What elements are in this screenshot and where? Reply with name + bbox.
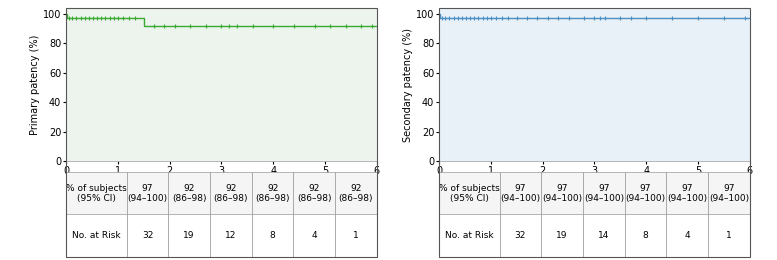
- Text: 19: 19: [556, 231, 568, 240]
- Bar: [252, 214, 294, 257]
- Bar: [625, 172, 667, 214]
- Text: A: A: [26, 0, 37, 2]
- X-axis label: Time (Years): Time (Years): [560, 177, 629, 187]
- Text: 97
(94–100): 97 (94–100): [542, 184, 582, 203]
- Bar: [583, 172, 625, 214]
- Text: 8: 8: [643, 231, 649, 240]
- Y-axis label: Secondary patency (%): Secondary patency (%): [403, 28, 413, 141]
- Text: 92
(86–98): 92 (86–98): [172, 184, 207, 203]
- Text: 97
(94–100): 97 (94–100): [127, 184, 168, 203]
- Text: 14: 14: [598, 231, 609, 240]
- Text: 92
(86–98): 92 (86–98): [256, 184, 290, 203]
- Bar: [294, 172, 335, 214]
- Bar: [667, 214, 708, 257]
- Bar: [127, 214, 169, 257]
- Bar: [708, 172, 750, 214]
- Text: 92
(86–98): 92 (86–98): [297, 184, 332, 203]
- Text: 1: 1: [353, 231, 359, 240]
- Text: 4: 4: [312, 231, 317, 240]
- Bar: [335, 214, 377, 257]
- Text: 97
(94–100): 97 (94–100): [584, 184, 624, 203]
- Bar: [708, 214, 750, 257]
- Bar: [169, 214, 210, 257]
- Bar: [66, 214, 127, 257]
- Text: 32: 32: [515, 231, 526, 240]
- Bar: [439, 172, 500, 214]
- Text: % of subjects
(95% CI): % of subjects (95% CI): [439, 184, 500, 203]
- Bar: [500, 214, 542, 257]
- Y-axis label: Primary patency (%): Primary patency (%): [30, 34, 40, 135]
- Text: 32: 32: [142, 231, 153, 240]
- Text: 97
(94–100): 97 (94–100): [500, 184, 541, 203]
- Text: 97
(94–100): 97 (94–100): [709, 184, 749, 203]
- Bar: [127, 172, 169, 214]
- Bar: [169, 172, 210, 214]
- Text: No. at Risk: No. at Risk: [72, 231, 120, 240]
- Text: 97
(94–100): 97 (94–100): [625, 184, 666, 203]
- Bar: [542, 172, 583, 214]
- Text: 19: 19: [183, 231, 195, 240]
- Text: 1: 1: [726, 231, 732, 240]
- Bar: [542, 214, 583, 257]
- Bar: [667, 172, 708, 214]
- Text: 4: 4: [685, 231, 690, 240]
- Bar: [294, 214, 335, 257]
- Text: 97
(94–100): 97 (94–100): [667, 184, 707, 203]
- Bar: [625, 214, 667, 257]
- Bar: [66, 172, 127, 214]
- X-axis label: Time (Years): Time (Years): [187, 177, 256, 187]
- Bar: [583, 214, 625, 257]
- Text: 8: 8: [270, 231, 276, 240]
- Bar: [210, 172, 252, 214]
- Bar: [210, 214, 252, 257]
- Text: % of subjects
(95% CI): % of subjects (95% CI): [66, 184, 127, 203]
- Text: 92
(86–98): 92 (86–98): [339, 184, 373, 203]
- Bar: [439, 214, 500, 257]
- Text: 92
(86–98): 92 (86–98): [214, 184, 248, 203]
- Bar: [335, 172, 377, 214]
- Text: 12: 12: [225, 231, 236, 240]
- Bar: [252, 172, 294, 214]
- Bar: [500, 172, 542, 214]
- Text: B: B: [399, 0, 410, 2]
- Text: No. at Risk: No. at Risk: [445, 231, 493, 240]
